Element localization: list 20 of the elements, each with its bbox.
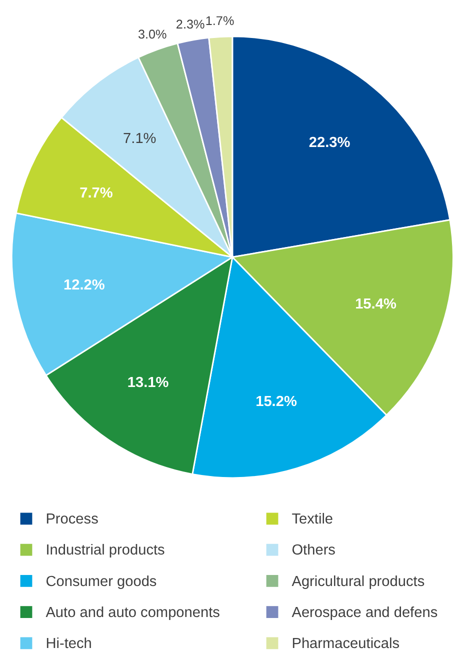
legend-label: Auto and auto components [46,604,220,621]
legend-label: Process [46,512,98,528]
data-label: 1.7% [205,14,234,28]
data-label: 22.3% [308,134,350,151]
legend-label: Aerospace and defens [292,604,438,621]
legend-label: Pharmaceuticals [292,636,400,652]
data-label: 7.7% [80,185,113,202]
data-label: 7.1% [123,131,156,148]
data-label: 12.2% [64,277,105,294]
data-label: 15.2% [256,394,297,410]
data-label: 3.0% [138,28,167,42]
legend-label: Hi-tech [46,636,92,652]
legend-label: Agricultural products [292,574,425,590]
legend-label: Textile [292,512,334,528]
data-label: 13.1% [127,374,169,391]
data-label: 15.4% [355,296,396,313]
data-label: 2.3% [176,18,205,32]
legend-label: Others [292,542,336,559]
legend-label: Industrial products [46,542,165,559]
legend-label: Consumer goods [46,574,157,590]
